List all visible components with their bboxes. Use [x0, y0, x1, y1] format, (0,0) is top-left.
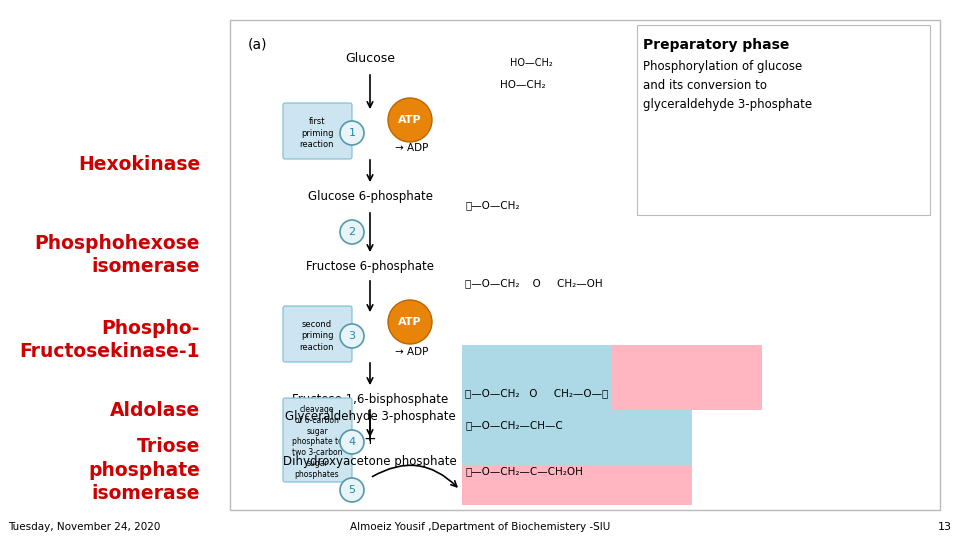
Circle shape	[388, 300, 432, 344]
Text: Almoeiz Yousif ,Department of Biochemistery -SIU: Almoeiz Yousif ,Department of Biochemist…	[349, 522, 611, 532]
Text: 5: 5	[348, 485, 355, 495]
Bar	[612, 345, 762, 410]
Circle shape	[340, 430, 364, 454]
Text: (a): (a)	[248, 38, 268, 52]
Text: HO—CH₂: HO—CH₂	[500, 80, 545, 90]
Text: Phospho-
Fructosekinase-1: Phospho- Fructosekinase-1	[19, 319, 200, 361]
FancyBboxPatch shape	[283, 306, 352, 362]
Text: cleavage
of 6-carbon
sugar
phosphate to
two 3-carbon
sugar
phosphates: cleavage of 6-carbon sugar phosphate to …	[292, 405, 343, 479]
Text: Phosphorylation of glucose
and its conversion to
glyceraldehyde 3-phosphate: Phosphorylation of glucose and its conve…	[643, 60, 812, 111]
Text: Triose
phosphate
isomerase: Triose phosphate isomerase	[88, 437, 200, 503]
Bar	[230, 20, 940, 510]
Circle shape	[388, 98, 432, 142]
Text: → ADP: → ADP	[395, 347, 428, 357]
Text: 3: 3	[348, 331, 355, 341]
Text: first
priming
reaction: first priming reaction	[300, 117, 334, 148]
Text: second
priming
reaction: second priming reaction	[300, 320, 334, 352]
Bar	[462, 410, 692, 465]
Text: Phosphohexose
isomerase: Phosphohexose isomerase	[35, 234, 200, 276]
FancyBboxPatch shape	[283, 103, 352, 159]
Circle shape	[340, 324, 364, 348]
FancyBboxPatch shape	[283, 398, 352, 482]
Text: 1: 1	[348, 128, 355, 138]
Bar	[462, 345, 612, 410]
Text: 2: 2	[348, 227, 355, 237]
Text: Dihydroxyacetone phosphate: Dihydroxyacetone phosphate	[283, 455, 457, 468]
Text: Tuesday, November 24, 2020: Tuesday, November 24, 2020	[8, 522, 160, 532]
Text: Glucose: Glucose	[345, 52, 395, 65]
Circle shape	[340, 478, 364, 502]
Text: Fructose 6-phosphate: Fructose 6-phosphate	[306, 260, 434, 273]
Text: Preparatory phase: Preparatory phase	[643, 38, 789, 52]
Text: Ⓟ—O—CH₂—CH—C: Ⓟ—O—CH₂—CH—C	[465, 420, 563, 430]
Text: Ⓟ—O—CH₂—C—CH₂OH: Ⓟ—O—CH₂—C—CH₂OH	[465, 466, 583, 476]
Text: 4: 4	[348, 437, 355, 447]
Text: Ⓟ—O—CH₂    O     CH₂—OH: Ⓟ—O—CH₂ O CH₂—OH	[465, 278, 603, 288]
Circle shape	[340, 220, 364, 244]
Text: Glyceraldehyde 3-phosphate: Glyceraldehyde 3-phosphate	[284, 410, 455, 423]
Text: +: +	[364, 433, 376, 448]
Text: 13: 13	[938, 522, 952, 532]
Text: Ⓟ—O—CH₂: Ⓟ—O—CH₂	[465, 200, 519, 210]
Text: Glucose 6-phosphate: Glucose 6-phosphate	[307, 190, 433, 203]
Text: Hexokinase: Hexokinase	[78, 156, 200, 174]
Bar	[462, 465, 692, 505]
Circle shape	[340, 121, 364, 145]
Text: ATP: ATP	[398, 115, 421, 125]
Text: Ⓟ—O—CH₂   O     CH₂—O—Ⓟ: Ⓟ—O—CH₂ O CH₂—O—Ⓟ	[465, 388, 609, 398]
Text: → ADP: → ADP	[395, 143, 428, 153]
Text: Fructose 1,6-bisphosphate: Fructose 1,6-bisphosphate	[292, 393, 448, 406]
Text: Aldolase: Aldolase	[109, 401, 200, 420]
Text: HO—CH₂: HO—CH₂	[510, 58, 553, 68]
Text: ATP: ATP	[398, 317, 421, 327]
Bar	[637, 25, 930, 215]
